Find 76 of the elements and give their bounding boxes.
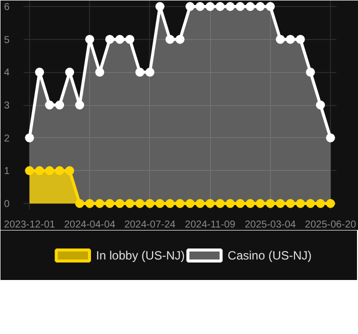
point	[186, 2, 195, 11]
point	[45, 166, 54, 176]
point	[256, 2, 265, 11]
point	[75, 199, 84, 208]
x-tick-label: 2025-06-20	[304, 220, 357, 230]
point	[145, 199, 154, 208]
point	[25, 133, 34, 142]
point	[95, 199, 104, 208]
point	[55, 166, 64, 176]
point	[35, 68, 44, 77]
x-tick-label: 2023-12-01	[4, 220, 56, 230]
point	[145, 68, 154, 77]
point	[35, 166, 44, 176]
point	[25, 166, 34, 176]
point	[286, 34, 295, 44]
y-tick-label: 1	[4, 166, 10, 178]
point	[256, 199, 265, 208]
point	[186, 199, 195, 208]
point	[326, 133, 335, 142]
legend-label: In lobby (US-NJ)	[96, 248, 185, 262]
x-tick-label: 2024-11-09	[184, 220, 236, 230]
point	[176, 199, 184, 208]
x-tick-label: 2024-07-24	[124, 220, 176, 230]
point	[105, 34, 114, 44]
point	[65, 166, 74, 176]
y-tick-label: 4	[4, 68, 10, 79]
x-tick-label: 2024-04-04	[64, 220, 116, 230]
point	[216, 199, 225, 208]
y-tick-label: 3	[4, 100, 10, 112]
point	[105, 199, 114, 208]
point	[326, 199, 335, 208]
point	[226, 2, 235, 11]
point	[45, 100, 54, 110]
point	[125, 34, 134, 44]
point	[266, 2, 275, 11]
point	[216, 2, 225, 11]
y-tick-label: 2	[4, 133, 10, 144]
point	[165, 199, 174, 208]
point	[246, 199, 255, 208]
point	[236, 2, 245, 11]
point	[65, 68, 74, 77]
point	[286, 199, 295, 208]
point	[115, 34, 124, 44]
x-tick-label: 2025-03-04	[244, 220, 296, 230]
point	[75, 100, 84, 110]
point	[155, 199, 164, 208]
point	[55, 100, 64, 110]
point	[306, 68, 315, 77]
point	[155, 2, 164, 11]
point	[236, 199, 245, 208]
point	[115, 199, 124, 208]
point	[85, 34, 94, 44]
y-tick-label: 0	[4, 199, 10, 210]
point	[266, 199, 275, 208]
point	[246, 2, 255, 11]
point	[85, 199, 94, 208]
point	[196, 2, 205, 11]
point	[316, 199, 325, 208]
point	[135, 199, 144, 208]
point	[206, 199, 215, 208]
point	[306, 199, 315, 208]
point	[95, 68, 104, 77]
point	[296, 199, 305, 208]
y-tick-label: 6	[4, 2, 10, 13]
point	[316, 100, 325, 110]
y-tick-label: 5	[4, 34, 10, 46]
point	[296, 34, 305, 44]
legend-label: Casino (US-NJ)	[228, 248, 312, 262]
point	[176, 34, 184, 44]
point	[165, 34, 174, 44]
point	[206, 2, 215, 11]
point	[276, 34, 285, 44]
point	[135, 68, 144, 77]
point	[196, 199, 205, 208]
point	[276, 199, 285, 208]
point	[226, 199, 235, 208]
